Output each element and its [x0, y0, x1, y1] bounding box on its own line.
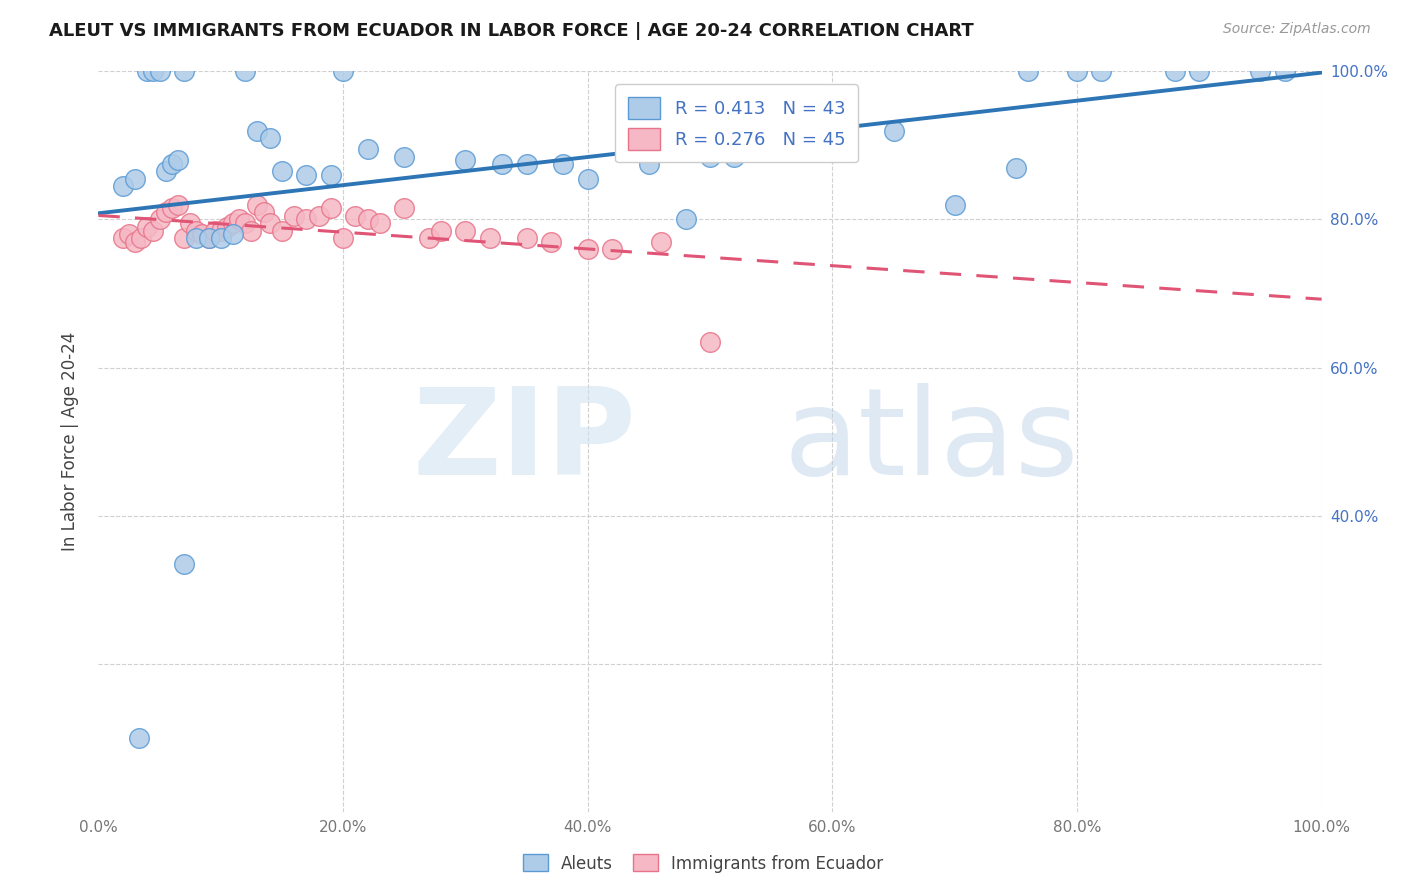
Point [160, 202, 183, 216]
Point [186, 223, 208, 237]
Point [111, 179, 134, 194]
Text: Source: ZipAtlas.com: Source: ZipAtlas.com [1223, 22, 1371, 37]
Point [418, 231, 440, 245]
Point [215, 219, 238, 234]
Point [478, 231, 501, 245]
Point [699, 149, 721, 163]
Text: ALEUT VS IMMIGRANTS FROM ECUADOR IN LABOR FORCE | AGE 20-24 CORRELATION CHART: ALEUT VS IMMIGRANTS FROM ECUADOR IN LABO… [49, 22, 974, 40]
Point [553, 157, 575, 171]
Point [1274, 64, 1296, 78]
Y-axis label: In Labor Force | Age 20-24: In Labor Force | Age 20-24 [60, 332, 79, 551]
Point [1249, 64, 1271, 78]
Text: atlas: atlas [783, 383, 1078, 500]
Point [167, 197, 190, 211]
Point [136, 219, 159, 234]
Point [356, 212, 378, 227]
Point [124, 171, 146, 186]
Legend: Aleuts, Immigrants from Ecuador: Aleuts, Immigrants from Ecuador [516, 847, 890, 880]
Point [124, 235, 146, 249]
Point [142, 223, 165, 237]
Point [197, 231, 219, 245]
Text: ZIP: ZIP [413, 383, 637, 500]
Point [515, 231, 537, 245]
Point [173, 557, 195, 571]
Point [392, 202, 416, 216]
Point [600, 242, 623, 256]
Point [222, 227, 245, 242]
Point [319, 202, 342, 216]
Point [576, 242, 599, 256]
Point [332, 64, 354, 78]
Point [675, 212, 697, 227]
Point [699, 334, 721, 349]
Point [1066, 64, 1088, 78]
Point [197, 231, 219, 245]
Point [491, 157, 513, 171]
Point [209, 231, 232, 245]
Point [111, 231, 134, 245]
Point [142, 64, 165, 78]
Point [149, 212, 172, 227]
Point [283, 209, 305, 223]
Point [167, 153, 190, 168]
Point [1164, 64, 1187, 78]
Point [128, 731, 150, 745]
Point [136, 64, 159, 78]
Point [761, 116, 783, 130]
Point [191, 227, 214, 242]
Point [295, 212, 318, 227]
Point [228, 212, 250, 227]
Point [1090, 64, 1112, 78]
Point [1188, 64, 1211, 78]
Point [368, 216, 391, 230]
Point [943, 197, 966, 211]
Point [155, 205, 177, 219]
Point [454, 153, 477, 168]
Point [308, 209, 330, 223]
Point [246, 197, 269, 211]
Point [332, 231, 354, 245]
Point [149, 64, 172, 78]
Point [392, 149, 416, 163]
Point [204, 223, 226, 237]
Legend: R = 0.413   N = 43, R = 0.276   N = 45: R = 0.413 N = 43, R = 0.276 N = 45 [614, 84, 858, 162]
Point [270, 223, 294, 237]
Point [430, 223, 453, 237]
Point [252, 205, 274, 219]
Point [454, 223, 477, 237]
Point [233, 216, 256, 230]
Point [173, 64, 195, 78]
Point [259, 131, 281, 145]
Point [295, 168, 318, 182]
Point [1004, 161, 1026, 175]
Point [344, 209, 367, 223]
Point [270, 164, 294, 178]
Point [259, 216, 281, 230]
Point [515, 157, 537, 171]
Point [186, 231, 208, 245]
Point [155, 164, 177, 178]
Point [240, 223, 263, 237]
Point [637, 157, 661, 171]
Point [179, 216, 201, 230]
Point [118, 227, 141, 242]
Point [540, 235, 562, 249]
Point [160, 157, 183, 171]
Point [576, 171, 599, 186]
Point [222, 216, 245, 230]
Point [650, 235, 672, 249]
Point [173, 231, 195, 245]
Point [1017, 64, 1039, 78]
Point [319, 168, 342, 182]
Point [233, 64, 256, 78]
Point [723, 149, 745, 163]
Point [129, 231, 152, 245]
Point [883, 123, 905, 137]
Point [246, 123, 269, 137]
Point [356, 142, 378, 156]
Point [209, 223, 232, 237]
Point [821, 120, 844, 134]
